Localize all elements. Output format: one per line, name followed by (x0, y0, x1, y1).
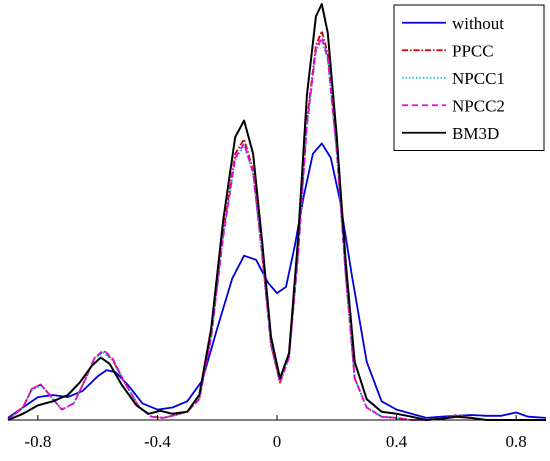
legend-label-npcc2: NPCC2 (452, 96, 505, 115)
x-tick-label: 0 (273, 432, 282, 451)
x-tick-label: 0.8 (505, 432, 526, 451)
x-ticks: -0.8 -0.4 0 0.4 0.8 (24, 415, 527, 451)
series-line-without (7, 142, 547, 419)
x-tick-label: -0.8 (24, 432, 51, 451)
x-tick-label: -0.4 (144, 432, 171, 451)
legend-label-without: without (452, 14, 504, 33)
legend-label-ppcc: PPCC (452, 41, 494, 60)
legend-box (393, 4, 545, 151)
series-layer (7, 3, 547, 421)
x-tick-label: 0.4 (386, 432, 408, 451)
series-line-bm3d (7, 3, 546, 421)
legend-label-npcc1: NPCC1 (452, 69, 505, 88)
legend: without PPCC NPCC1 NPCC2 BM3D (393, 4, 545, 151)
legend-label-bm3d: BM3D (452, 124, 499, 143)
